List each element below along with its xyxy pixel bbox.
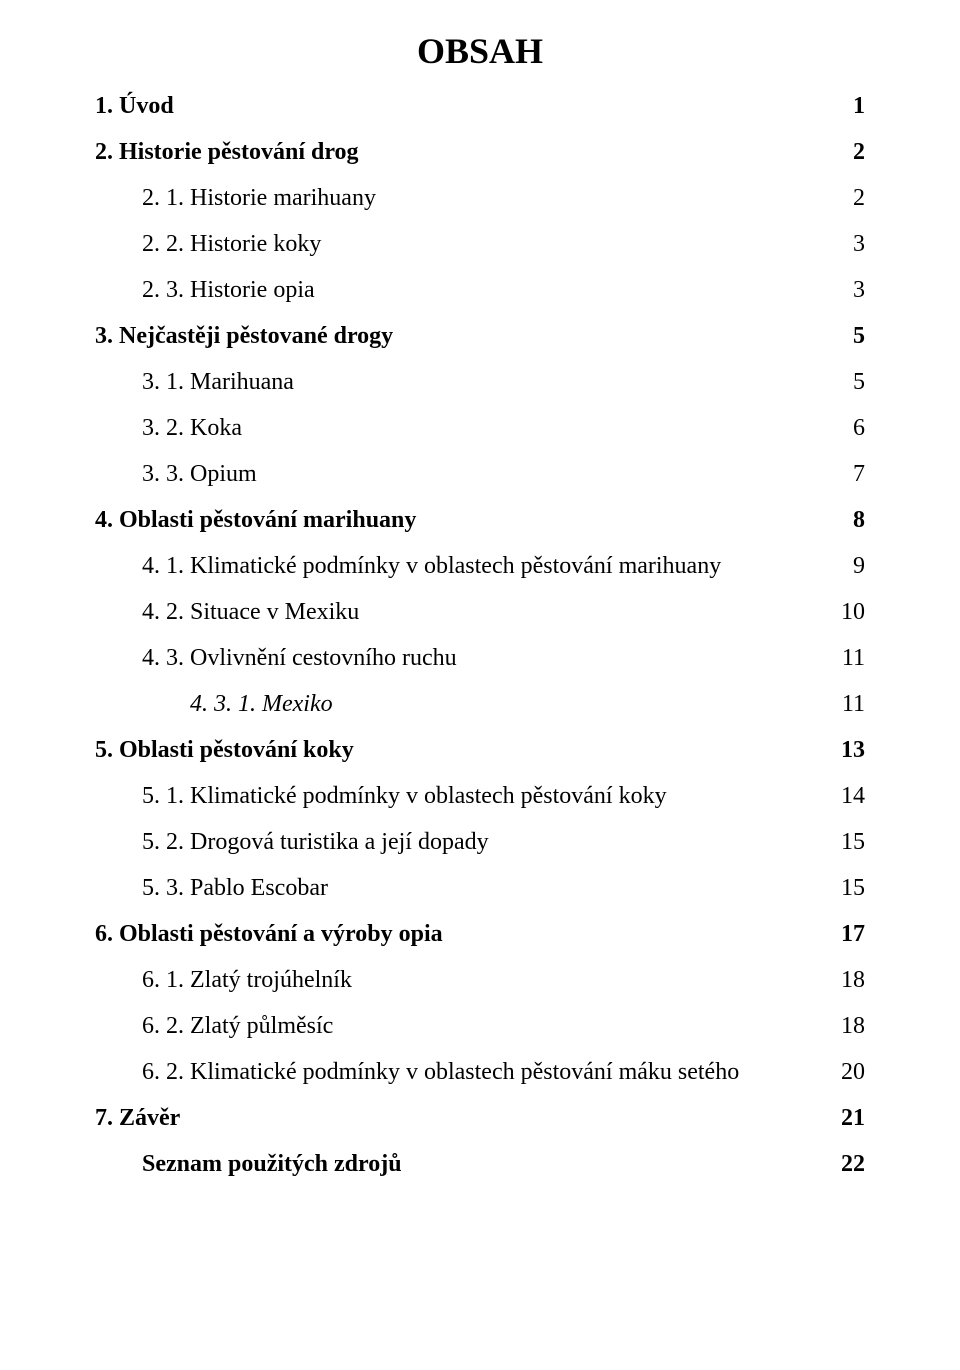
page-title: OBSAH xyxy=(95,30,865,72)
toc-entry-label: 6. 2. Klimatické podmínky v oblastech pě… xyxy=(95,1060,835,1084)
toc-entry: 3. Nejčastěji pěstované drogy5 xyxy=(95,324,865,348)
toc-entry-page: 21 xyxy=(835,1106,865,1130)
toc-entry-page: 9 xyxy=(835,554,865,578)
toc-entry-label: 5. 2. Drogová turistika a její dopady xyxy=(95,830,835,854)
toc-entry: 4. Oblasti pěstování marihuany8 xyxy=(95,508,865,532)
toc-entry-page: 10 xyxy=(835,600,865,624)
toc-entry: 6. Oblasti pěstování a výroby opia17 xyxy=(95,922,865,946)
toc-entry: 6. 1. Zlatý trojúhelník18 xyxy=(95,968,865,992)
toc-entry-label: 4. Oblasti pěstování marihuany xyxy=(95,508,835,532)
toc-entry-page: 5 xyxy=(835,324,865,348)
toc-entry: 5. 1. Klimatické podmínky v oblastech pě… xyxy=(95,784,865,808)
toc-entry: 7. Závěr21 xyxy=(95,1106,865,1130)
toc-entry: 5. 2. Drogová turistika a její dopady15 xyxy=(95,830,865,854)
toc-entry: 5. 3. Pablo Escobar15 xyxy=(95,876,865,900)
toc-entry-label: 2. 1. Historie marihuany xyxy=(95,186,835,210)
toc-entry-label: 6. Oblasti pěstování a výroby opia xyxy=(95,922,835,946)
toc-entry-page: 17 xyxy=(835,922,865,946)
toc-entry-label: 4. 3. Ovlivnění cestovního ruchu xyxy=(95,646,835,670)
toc-entry: 3. 2. Koka6 xyxy=(95,416,865,440)
table-of-contents: 1. Úvod12. Historie pěstování drog22. 1.… xyxy=(95,94,865,1176)
toc-entry-page: 5 xyxy=(835,370,865,394)
toc-entry-page: 2 xyxy=(835,186,865,210)
toc-entry-page: 18 xyxy=(835,968,865,992)
toc-entry-page: 15 xyxy=(835,876,865,900)
toc-entry: 2. Historie pěstování drog2 xyxy=(95,140,865,164)
toc-entry: 1. Úvod1 xyxy=(95,94,865,118)
toc-entry-label: 6. 2. Zlatý půlměsíc xyxy=(95,1014,835,1038)
toc-entry: 2. 2. Historie koky3 xyxy=(95,232,865,256)
toc-entry-label: 3. 2. Koka xyxy=(95,416,835,440)
toc-entry-label: 5. Oblasti pěstování koky xyxy=(95,738,835,762)
toc-entry-page: 6 xyxy=(835,416,865,440)
toc-entry-page: 3 xyxy=(835,278,865,302)
toc-entry: 2. 1. Historie marihuany2 xyxy=(95,186,865,210)
toc-entry-page: 11 xyxy=(835,646,865,670)
toc-entry-label: 6. 1. Zlatý trojúhelník xyxy=(95,968,835,992)
toc-entry-label: 4. 2. Situace v Mexiku xyxy=(95,600,835,624)
toc-entry-label: 3. 3. Opium xyxy=(95,462,835,486)
toc-entry-page: 3 xyxy=(835,232,865,256)
toc-entry-page: 2 xyxy=(835,140,865,164)
toc-entry: 3. 1. Marihuana5 xyxy=(95,370,865,394)
toc-entry: 4. 3. Ovlivnění cestovního ruchu11 xyxy=(95,646,865,670)
toc-entry-label: 5. 1. Klimatické podmínky v oblastech pě… xyxy=(95,784,835,808)
toc-entry-label: 1. Úvod xyxy=(95,94,835,118)
toc-entry-page: 18 xyxy=(835,1014,865,1038)
toc-entry-page: 11 xyxy=(835,692,865,716)
toc-entry-label: 2. 2. Historie koky xyxy=(95,232,835,256)
toc-entry: 2. 3. Historie opia3 xyxy=(95,278,865,302)
toc-entry-label: 3. 1. Marihuana xyxy=(95,370,835,394)
toc-entry-label: Seznam použitých zdrojů xyxy=(95,1152,835,1176)
toc-entry-label: 2. Historie pěstování drog xyxy=(95,140,835,164)
toc-entry-page: 20 xyxy=(835,1060,865,1084)
toc-entry-page: 8 xyxy=(835,508,865,532)
toc-entry: 4. 1. Klimatické podmínky v oblastech pě… xyxy=(95,554,865,578)
toc-entry-page: 13 xyxy=(835,738,865,762)
toc-entry-label: 5. 3. Pablo Escobar xyxy=(95,876,835,900)
toc-entry: 4. 3. 1. Mexiko11 xyxy=(95,692,865,716)
toc-entry: 6. 2. Zlatý půlměsíc18 xyxy=(95,1014,865,1038)
toc-entry-page: 15 xyxy=(835,830,865,854)
toc-entry: 6. 2. Klimatické podmínky v oblastech pě… xyxy=(95,1060,865,1084)
toc-entry-label: 7. Závěr xyxy=(95,1106,835,1130)
toc-entry-page: 7 xyxy=(835,462,865,486)
toc-entry-label: 4. 1. Klimatické podmínky v oblastech pě… xyxy=(95,554,835,578)
toc-entry-page: 22 xyxy=(835,1152,865,1176)
toc-entry-label: 3. Nejčastěji pěstované drogy xyxy=(95,324,835,348)
toc-entry-label: 2. 3. Historie opia xyxy=(95,278,835,302)
toc-entry-page: 14 xyxy=(835,784,865,808)
toc-entry: 4. 2. Situace v Mexiku10 xyxy=(95,600,865,624)
toc-entry: 3. 3. Opium7 xyxy=(95,462,865,486)
toc-entry-page: 1 xyxy=(835,94,865,118)
toc-entry: 5. Oblasti pěstování koky13 xyxy=(95,738,865,762)
toc-entry-label: 4. 3. 1. Mexiko xyxy=(95,692,835,716)
toc-entry: Seznam použitých zdrojů22 xyxy=(95,1152,865,1176)
